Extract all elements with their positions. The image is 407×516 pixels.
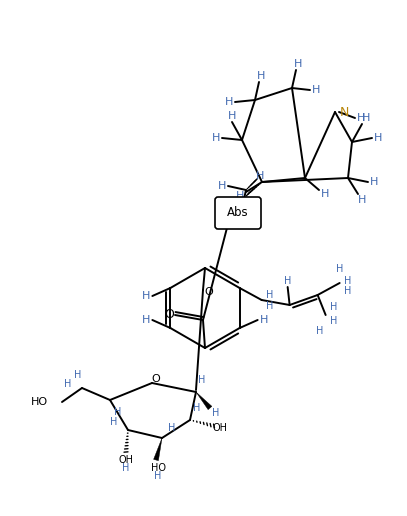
Text: H: H <box>284 276 291 286</box>
Text: H: H <box>316 326 323 336</box>
Text: H: H <box>142 291 151 301</box>
Text: H: H <box>154 471 162 481</box>
Text: H: H <box>114 407 122 417</box>
Text: O: O <box>164 309 174 321</box>
Text: H: H <box>312 85 320 95</box>
Text: H: H <box>212 408 220 418</box>
Text: H: H <box>336 264 344 274</box>
Text: H: H <box>321 189 329 199</box>
Text: H: H <box>344 276 351 286</box>
Text: H: H <box>198 375 206 385</box>
Text: H: H <box>257 71 265 81</box>
Text: H: H <box>74 370 82 380</box>
Text: H: H <box>362 113 370 123</box>
Text: H: H <box>193 403 201 413</box>
Text: H: H <box>266 301 274 311</box>
Polygon shape <box>196 392 212 410</box>
Text: H: H <box>218 181 226 191</box>
Text: H: H <box>358 195 366 205</box>
Polygon shape <box>153 438 162 461</box>
Text: H: H <box>259 315 268 325</box>
Text: H: H <box>225 97 233 107</box>
Text: H: H <box>370 177 378 187</box>
FancyBboxPatch shape <box>215 197 261 229</box>
Text: O: O <box>205 287 213 297</box>
Text: Abs: Abs <box>227 205 249 218</box>
Text: H: H <box>168 423 176 433</box>
Text: H: H <box>294 59 302 69</box>
Text: H: H <box>256 171 264 181</box>
Text: H: H <box>344 286 351 296</box>
Text: H: H <box>64 379 72 389</box>
Text: H: H <box>142 315 151 325</box>
Text: HO: HO <box>151 463 166 473</box>
Text: OH: OH <box>212 423 228 433</box>
Text: H: H <box>236 191 244 201</box>
Text: OH: OH <box>118 455 133 465</box>
Text: H: H <box>330 302 337 312</box>
Text: H: H <box>266 290 274 300</box>
Text: H: H <box>228 111 236 121</box>
Text: H: H <box>212 133 220 143</box>
Text: H: H <box>123 463 130 473</box>
Text: O: O <box>152 374 160 384</box>
Text: H: H <box>374 133 382 143</box>
Text: HO: HO <box>31 397 48 407</box>
Text: H: H <box>110 417 118 427</box>
Text: H: H <box>330 316 337 326</box>
Text: H: H <box>357 113 365 123</box>
Text: N: N <box>339 105 349 119</box>
